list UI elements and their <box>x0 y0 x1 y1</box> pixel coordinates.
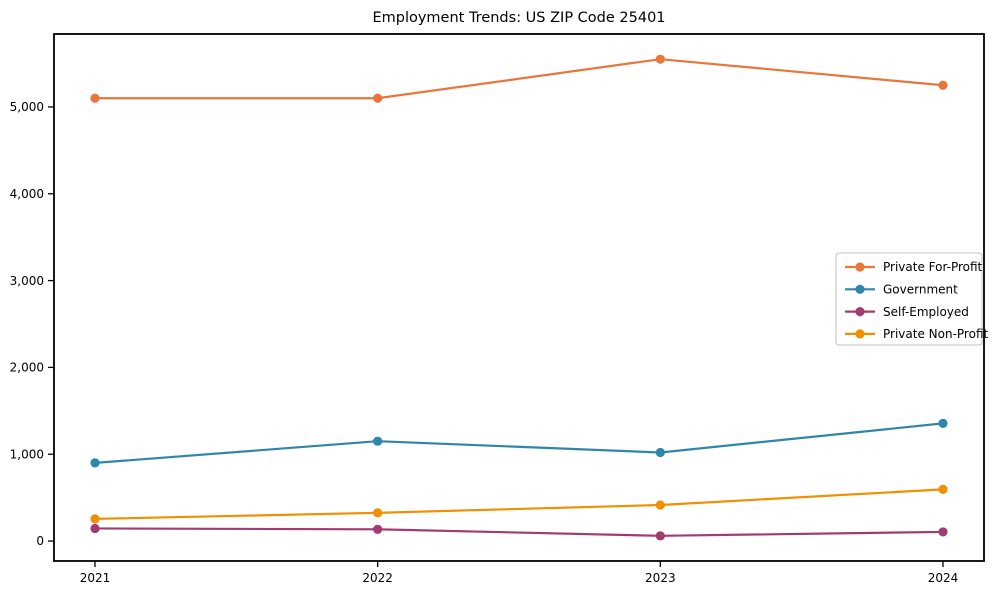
series-line <box>93 422 945 464</box>
legend-sample-marker <box>855 307 865 317</box>
legend-box <box>835 252 983 346</box>
series-line <box>93 527 945 537</box>
x-tick-label: 2021 <box>80 571 111 585</box>
data-point-marker <box>938 80 948 90</box>
y-tick-label: 4,000 <box>10 187 44 201</box>
series-line <box>93 488 945 520</box>
y-tick-label: 5,000 <box>10 100 44 114</box>
data-point-marker <box>655 54 665 64</box>
legend: Private For-Profit Government Self-Employe… <box>835 252 989 346</box>
x-tick-label: 2022 <box>362 571 393 585</box>
x-tick-label: 2024 <box>928 571 959 585</box>
data-point-marker <box>938 418 948 428</box>
data-point-marker <box>655 500 665 510</box>
data-point-marker <box>90 514 100 524</box>
data-point-marker <box>90 458 100 468</box>
x-tick-label: 2023 <box>645 571 676 585</box>
legend-label: Private Non-Profit <box>883 327 989 341</box>
data-point-marker <box>373 436 383 446</box>
legend-sample-marker <box>855 284 865 294</box>
axes-frame <box>53 33 985 562</box>
data-point-marker <box>373 508 383 518</box>
chart-title: Employment Trends: US ZIP Code 25401 <box>372 10 665 26</box>
data-point-marker <box>373 524 383 534</box>
y-tick-label: 1,000 <box>10 447 44 461</box>
legend-sample-marker <box>855 329 865 339</box>
data-point-marker <box>655 447 665 458</box>
y-tick-label: 2,000 <box>10 361 44 375</box>
data-point-marker <box>373 93 383 103</box>
plot-area: 0 1,000 2,000 3,000 4,000 5,000 2021 2022 2023 20… <box>10 33 985 585</box>
legend-label: Self-Employed <box>883 305 969 319</box>
data-point-marker <box>938 484 948 494</box>
legend-sample-marker <box>855 262 865 272</box>
y-tick-label: 0 <box>36 534 44 548</box>
data-point-marker <box>90 523 100 534</box>
data-point-marker <box>655 531 665 541</box>
data-point-marker <box>90 93 100 103</box>
y-tick-label: 3,000 <box>10 274 44 288</box>
data-point-marker <box>938 527 948 537</box>
series-line <box>93 58 945 100</box>
legend-label: Private For-Profit <box>883 260 983 274</box>
legend-label: Government <box>883 283 958 297</box>
